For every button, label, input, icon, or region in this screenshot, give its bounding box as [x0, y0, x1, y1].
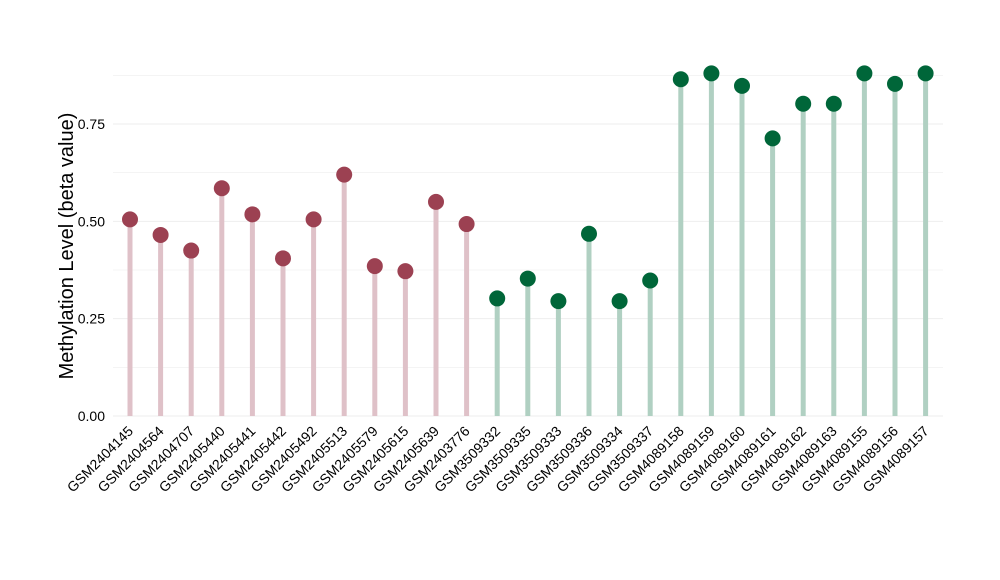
data-point [152, 226, 169, 243]
stems [127, 73, 929, 416]
data-point [213, 180, 230, 197]
data-point [550, 293, 567, 310]
data-point [366, 258, 383, 275]
data-point [122, 211, 138, 228]
data-point [458, 216, 475, 233]
x-axis-ticks: GSM2404145GSM2404564GSM2404707GSM2405440… [64, 423, 932, 496]
data-point [336, 166, 353, 183]
data-point [917, 65, 934, 82]
data-point [825, 95, 842, 112]
y-tick-label: 0.00 [78, 408, 105, 424]
data-point [672, 71, 689, 88]
y-tick-label: 0.75 [78, 116, 105, 132]
data-point [275, 250, 291, 267]
data-point [856, 65, 873, 82]
data-point [305, 211, 322, 228]
data-point [489, 290, 506, 307]
data-point [519, 270, 536, 287]
data-point [581, 225, 597, 242]
data-point [764, 130, 781, 147]
y-axis-title: Methylation Level (beta value) [56, 113, 78, 380]
data-point [611, 293, 628, 310]
data-point [734, 77, 750, 94]
points [122, 65, 934, 310]
y-axis-ticks: 0.00 0.25 0.50 0.75 [78, 116, 105, 424]
y-tick-label: 0.25 [78, 311, 105, 327]
data-point [397, 263, 414, 280]
data-point [795, 95, 812, 112]
data-point [642, 272, 659, 289]
data-point [244, 206, 261, 223]
data-point [887, 75, 903, 92]
y-tick-label: 0.50 [78, 213, 105, 229]
data-point [183, 242, 200, 259]
data-point [703, 65, 720, 82]
data-point [428, 193, 444, 210]
